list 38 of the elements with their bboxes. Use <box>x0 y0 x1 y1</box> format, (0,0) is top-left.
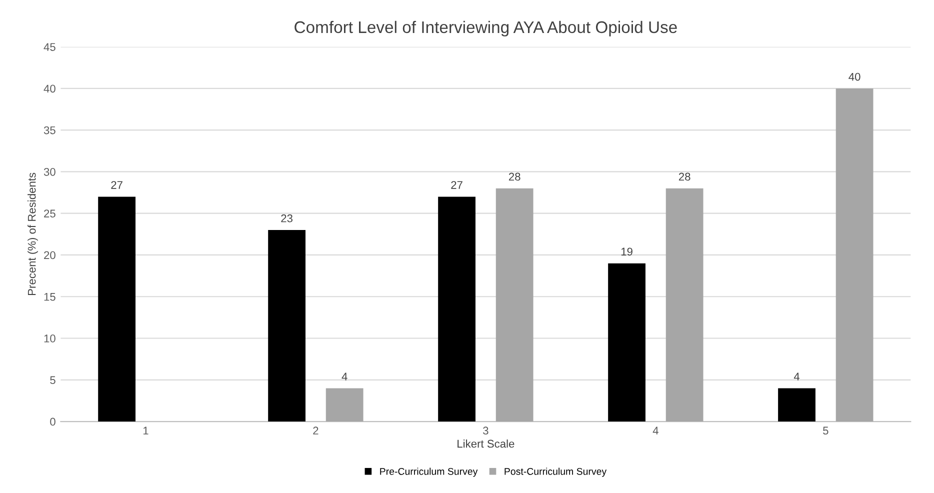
x-tick-label: 1 <box>143 426 148 434</box>
x-axis-title: Likert Scale <box>458 440 514 448</box>
data-label: 4 <box>342 372 348 380</box>
y-tick-label: 30 <box>44 168 56 176</box>
data-label: 23 <box>281 214 292 222</box>
legend-label: Pre-Curriculum Survey <box>380 468 478 477</box>
y-tick-label: 25 <box>44 210 56 218</box>
bar <box>496 188 534 422</box>
bar <box>98 196 136 422</box>
data-label: 27 <box>451 181 462 189</box>
y-tick-label: 35 <box>44 126 56 134</box>
bar <box>836 88 874 422</box>
y-tick-label: 20 <box>44 251 56 260</box>
data-label: 40 <box>848 72 860 81</box>
y-axis-title: Precent (%) of Residents <box>28 172 38 296</box>
x-tick-label: 2 <box>313 426 318 434</box>
bar <box>608 263 646 422</box>
data-label: 27 <box>111 181 122 189</box>
y-tick-label: 0 <box>50 418 56 426</box>
data-label: 28 <box>508 172 520 181</box>
bar <box>438 196 476 422</box>
bar <box>666 188 704 422</box>
data-label: 19 <box>621 248 632 256</box>
data-label: 28 <box>678 172 690 181</box>
bar <box>268 230 306 422</box>
bar <box>326 388 364 422</box>
y-tick-label: 40 <box>44 84 56 93</box>
x-tick-label: 5 <box>823 426 828 435</box>
y-tick-label: 15 <box>44 293 56 301</box>
y-tick-label: 5 <box>50 376 56 384</box>
x-tick-label: 4 <box>652 426 658 434</box>
chart-title: Comfort Level of Interviewing AYA About Opioid Use <box>294 20 677 36</box>
y-tick-label: 45 <box>44 43 56 51</box>
data-label: 4 <box>794 372 800 380</box>
legend-label: Post-Curriculum Survey <box>504 468 607 477</box>
y-tick-label: 10 <box>44 334 56 342</box>
x-tick-label: 3 <box>483 426 488 435</box>
bar <box>778 388 816 422</box>
